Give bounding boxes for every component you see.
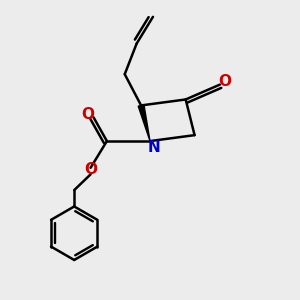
Text: N: N <box>148 140 161 155</box>
Polygon shape <box>138 105 150 141</box>
Text: O: O <box>219 74 232 89</box>
Text: O: O <box>84 162 97 177</box>
Text: O: O <box>82 107 95 122</box>
